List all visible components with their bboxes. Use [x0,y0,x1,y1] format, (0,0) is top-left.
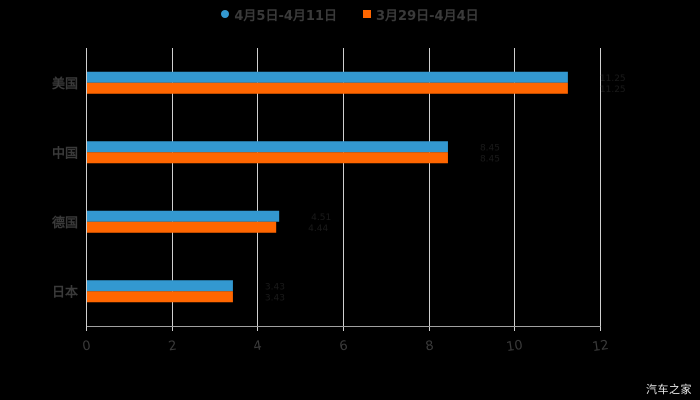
bar-value-label: 4.44 [308,224,328,234]
bar[interactable] [87,221,277,233]
watermark-text: 汽车之家 [646,383,692,396]
legend-item-series-2[interactable]: 3月29日-4月4日 [363,5,479,24]
legend-label-series-2: 3月29日-4月4日 [376,8,479,24]
x-tick-label: 0 [81,338,91,354]
bar-value-label: 3.43 [265,293,285,303]
bar[interactable] [87,141,448,153]
bar-value-label: 11.25 [600,74,626,84]
x-tick-label: 8 [424,338,434,354]
bar-value-label: 4.51 [311,213,331,223]
x-tick-label: 6 [338,338,348,354]
bar[interactable] [87,210,280,222]
x-tick-label: 4 [252,338,262,354]
x-tick-label: 2 [167,338,177,354]
bar-value-label: 8.45 [480,154,500,164]
bar[interactable] [87,82,568,94]
y-category-label: 美国 [52,76,78,92]
bar[interactable] [87,280,233,292]
y-category-label: 日本 [52,284,78,300]
bar[interactable] [87,152,448,164]
legend-label-series-1: 4月5日-4月11日 [234,8,337,24]
bar[interactable] [87,71,568,83]
y-category-label: 中国 [52,145,78,161]
x-tick-label: 12 [591,338,609,355]
bar[interactable] [87,291,233,303]
legend-square-marker-icon [363,10,371,18]
chart-legend: 4月5日-4月11日 3月29日-4月4日 [0,4,700,24]
bar-value-label: 8.45 [480,143,500,153]
bar-value-label: 3.43 [265,282,285,292]
bars [87,71,568,303]
legend-circle-marker-icon [221,10,230,18]
x-tick-label: 10 [505,338,523,355]
legend-item-series-1[interactable]: 4月5日-4月11日 [221,5,337,24]
bar-value-label: 11.25 [600,85,626,95]
y-category-label: 德国 [52,215,78,231]
